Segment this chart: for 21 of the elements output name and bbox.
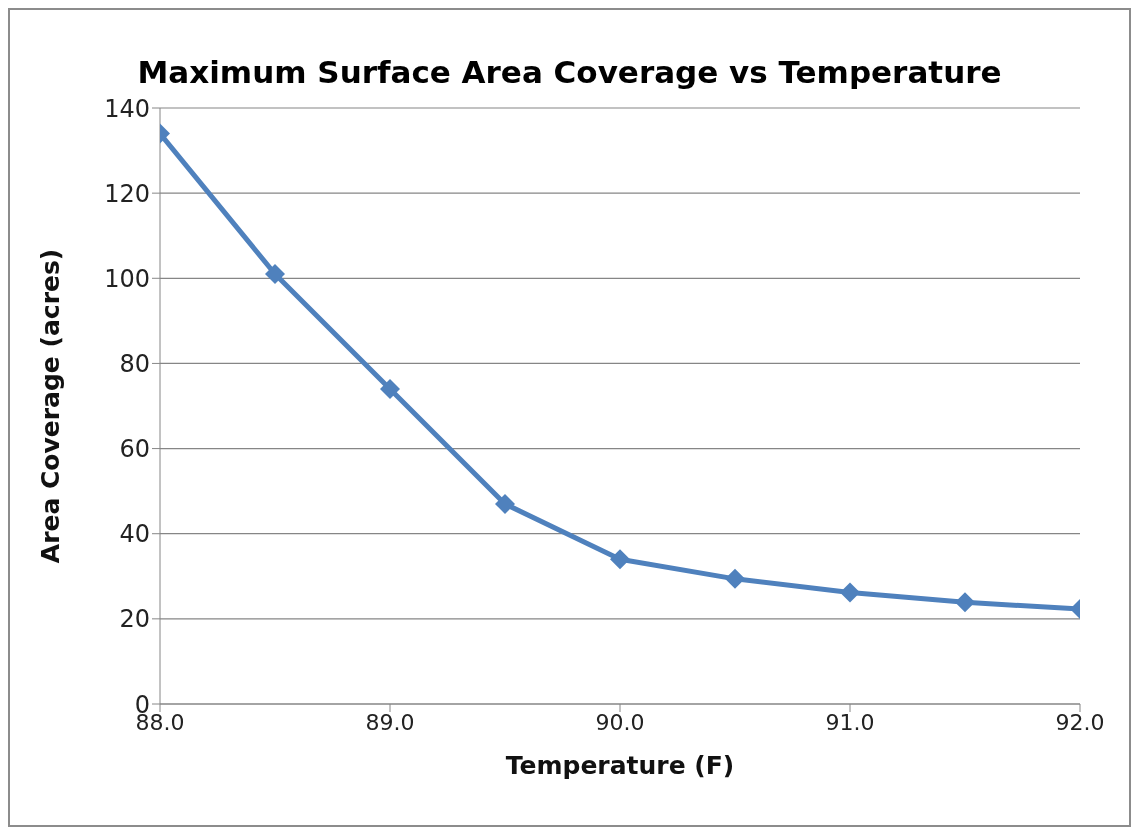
y-tick-label: 60 <box>119 435 150 464</box>
y-tick-label: 20 <box>119 605 150 634</box>
point <box>610 549 630 570</box>
y-tick-label: 120 <box>104 179 150 208</box>
x-tick-label: 91.0 <box>825 709 875 735</box>
x-tick-label: 90.0 <box>595 709 645 735</box>
point <box>495 493 515 514</box>
y-tick-label: 140 <box>104 94 150 123</box>
point <box>380 378 400 399</box>
point <box>840 582 860 603</box>
point <box>725 568 745 589</box>
point <box>265 264 285 285</box>
y-tick-label: 100 <box>104 264 150 293</box>
y-tick-label: 40 <box>119 520 150 549</box>
x-tick-label: 92.0 <box>1055 709 1105 735</box>
x-tick-label: 89.0 <box>365 709 415 735</box>
x-axis-title: Temperature (F) <box>505 751 735 780</box>
y-axis-title: Area Coverage (acres) <box>35 248 65 564</box>
chart-title: Maximum Surface Area Coverage vs Temperature <box>136 54 1003 92</box>
y-tick-label: 80 <box>119 349 150 378</box>
point <box>955 592 975 613</box>
